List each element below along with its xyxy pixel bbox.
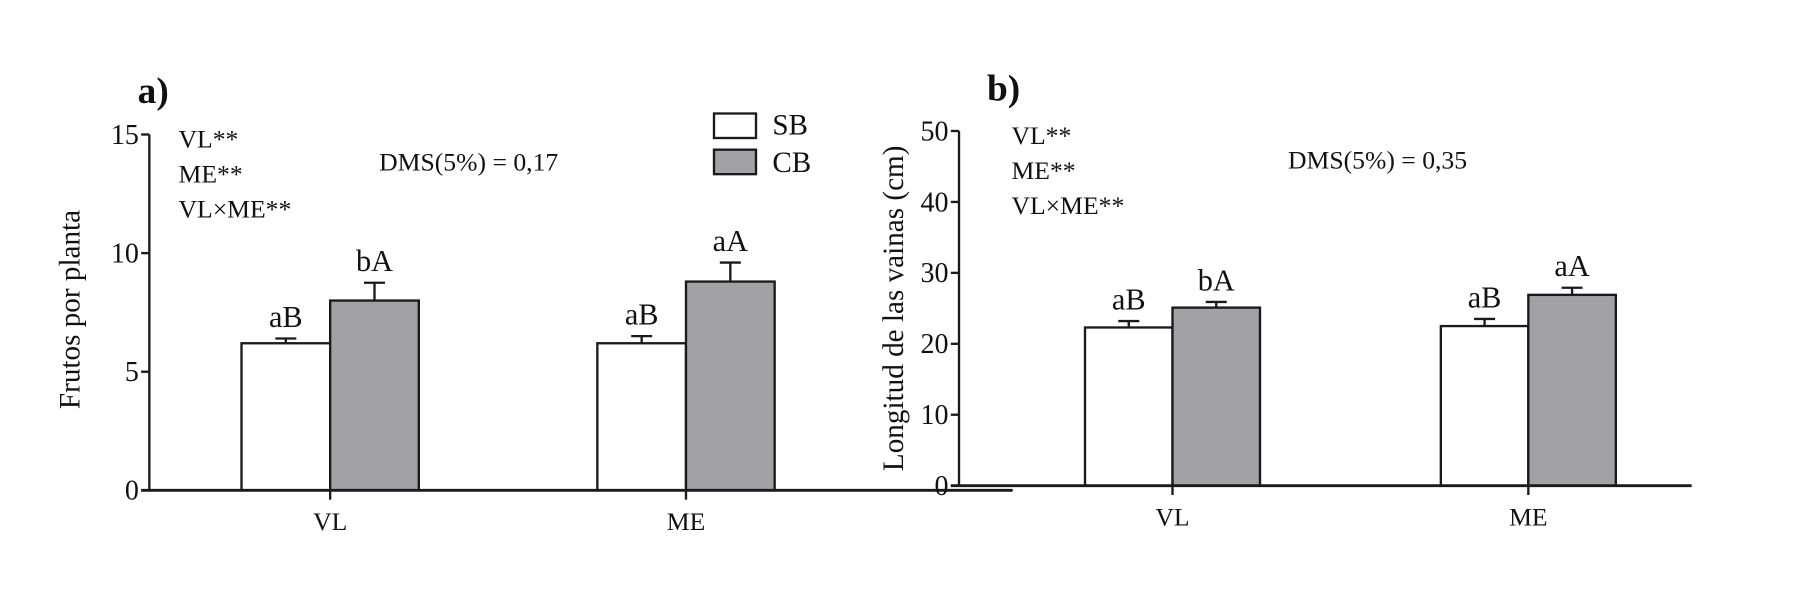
legend-label-cb: CB [772, 147, 811, 179]
x-tick-label: VL [1155, 502, 1189, 531]
y-tick-label: 30 [920, 258, 948, 289]
y-tick-label: 0 [934, 471, 948, 502]
significance-letter: aB [269, 300, 303, 334]
bar-sb-me [1439, 324, 1530, 487]
significance-letter: bA [1198, 263, 1235, 297]
annotation-interaction: VL×ME** [179, 194, 292, 223]
annotation-me: ME** [1011, 156, 1075, 185]
legend-swatch-cb [712, 148, 758, 176]
annotation-vl: VL** [179, 124, 239, 153]
significance-letter: aA [1554, 249, 1589, 283]
significance-letter: aB [1112, 282, 1146, 316]
bar-sb-vl [240, 342, 332, 492]
legend: SB CB [712, 109, 811, 179]
significance-letter: aB [1468, 280, 1502, 314]
bar-cb-vl [329, 299, 420, 492]
bar-cb-me [1527, 293, 1618, 487]
significance-letter: bA [356, 244, 393, 278]
y-tick-label: 10 [111, 238, 139, 269]
bar-sb-vl [1083, 326, 1174, 487]
significance-letter: aA [713, 224, 748, 258]
y-tick-label: 0 [125, 476, 139, 507]
dms-label: DMS(5%) = 0,35 [1288, 145, 1467, 174]
legend-label-sb: SB [772, 109, 808, 141]
panel-b: b) Longitud de las vainas (cm) VL** ME**… [878, 69, 1692, 531]
y-tick-label: 5 [125, 357, 139, 388]
x-tick-label: VL [313, 507, 347, 536]
panel-label: a) [138, 71, 169, 112]
x-tick-label: ME [667, 507, 705, 536]
y-tick-label: 40 [920, 187, 948, 218]
y-tick-label: 20 [920, 329, 948, 360]
significance-letter: aB [625, 297, 659, 331]
bar-cb-me [684, 280, 776, 492]
panel-label: b) [987, 69, 1020, 110]
panel-a: a) Frutos por planta VL** ME** VL×ME** D… [54, 71, 1013, 536]
bar-sb-me [596, 342, 688, 492]
annotation-interaction: VL×ME** [1011, 191, 1124, 220]
dms-label: DMS(5%) = 0,17 [379, 148, 558, 177]
y-axis-label: Frutos por planta [54, 210, 86, 409]
y-tick-label: 10 [920, 400, 948, 431]
y-axis-label: Longitud de las vainas (cm) [878, 146, 910, 472]
annotation-vl: VL** [1011, 121, 1071, 150]
y-tick-label: 15 [111, 120, 139, 151]
annotation-me: ME** [179, 159, 243, 188]
bar-cb-vl [1171, 306, 1262, 487]
legend-swatch-sb [712, 112, 758, 140]
y-tick-label: 50 [920, 116, 948, 147]
x-tick-label: ME [1509, 502, 1547, 531]
